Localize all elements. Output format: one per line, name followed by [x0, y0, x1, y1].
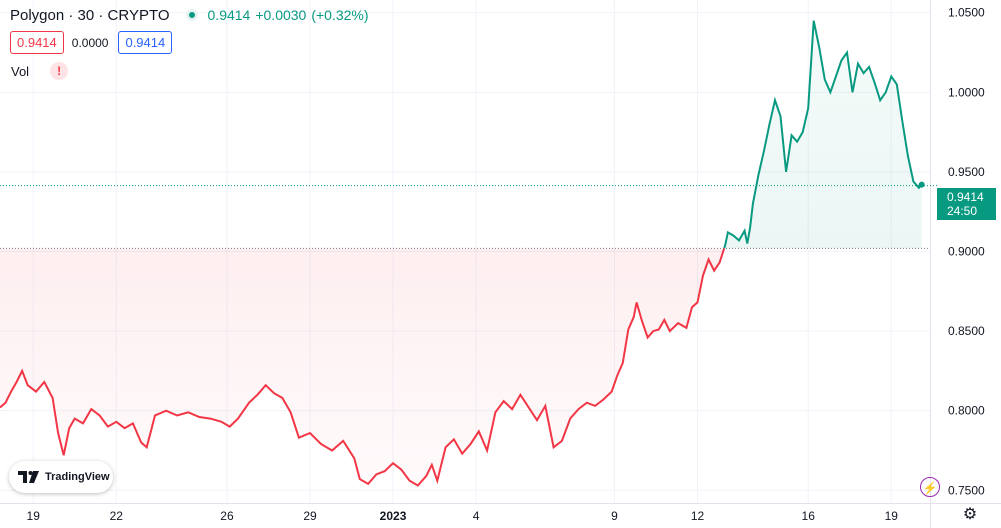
- ask-price-button[interactable]: 0.9414: [118, 31, 173, 54]
- gear-icon[interactable]: ⚙: [962, 506, 978, 523]
- x-tick-label: 16: [802, 509, 816, 523]
- warning-icon[interactable]: !: [50, 62, 69, 80]
- bid-price-button[interactable]: 0.9414: [10, 31, 64, 54]
- x-tick-label: 22: [110, 509, 124, 523]
- x-tick-label: 29: [303, 509, 317, 523]
- y-tick-label: 0.9500: [948, 165, 985, 179]
- series-line-down: [0, 248, 726, 487]
- lightning-icon[interactable]: ⚡: [920, 477, 940, 497]
- y-tick-label: 1.0000: [948, 85, 985, 99]
- x-tick-label: 2023: [380, 509, 407, 523]
- volume-indicator[interactable]: Vol !: [11, 62, 69, 80]
- spread-value: 0.0000: [71, 35, 109, 50]
- last-price-tag-value: 0.9414: [947, 190, 984, 204]
- y-tick-label: 0.9000: [948, 245, 985, 259]
- x-tick-label: 19: [27, 509, 41, 523]
- volume-label: Vol: [11, 63, 30, 79]
- last-point-marker: [918, 181, 925, 188]
- area-fill-below: [0, 248, 725, 486]
- last-price-tag: 0.9414 24:50: [937, 188, 996, 220]
- y-tick-label: 0.8500: [948, 324, 985, 338]
- market-status-icon: [185, 9, 198, 21]
- x-tick-label: 26: [220, 509, 234, 523]
- tradingview-logo[interactable]: TradingView: [9, 461, 113, 493]
- x-tick-label: 12: [691, 509, 705, 523]
- price-change-percent: (+0.32%): [311, 7, 369, 23]
- chart-header: Polygon · 30 · CRYPTO 0.9414 +0.0030 (+0…: [10, 5, 374, 25]
- x-tick-label: 9: [611, 509, 618, 523]
- last-price: 0.9414: [207, 7, 251, 23]
- y-tick-label: 0.8000: [948, 404, 985, 418]
- quote-row: 0.9414 0.0000 0.9414: [10, 31, 173, 54]
- y-tick-label: 1.0500: [948, 6, 985, 20]
- y-tick-label: 0.7500: [948, 483, 985, 497]
- x-tick-label: 4: [473, 509, 480, 523]
- area-fill-above: [0, 20, 922, 249]
- price-change: +0.0030: [255, 7, 307, 23]
- symbol-title[interactable]: Polygon · 30 · CRYPTO: [10, 6, 170, 24]
- x-tick-label: 19: [885, 509, 899, 523]
- series-line-up: [723, 20, 923, 249]
- tradingview-logo-text: TradingView: [45, 471, 110, 483]
- tradingview-logo-icon: [18, 471, 39, 483]
- bar-countdown: 24:50: [947, 204, 978, 218]
